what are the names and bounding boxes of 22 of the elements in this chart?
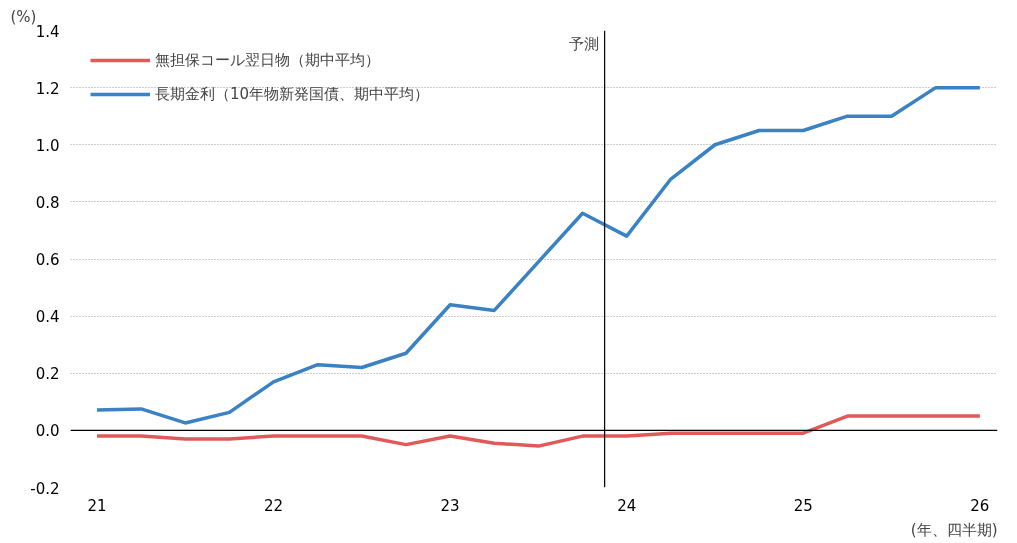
y-tick-label: 0.8 [35, 193, 60, 212]
y-tick-label: -0.2 [30, 479, 60, 498]
y-axis-title: (%) [10, 7, 37, 26]
y-tick-label: 0.6 [35, 251, 60, 269]
x-tick-label: 22 [264, 496, 284, 515]
x-tick-label: 23 [440, 496, 460, 515]
legend-label: 無担保コール翌日物（期中平均） [155, 50, 380, 70]
x-tick-label: 25 [793, 496, 813, 515]
line-series [95, 85, 982, 425]
y-tick-label: 1.2 [35, 79, 60, 98]
x-tick-label: 24 [617, 496, 637, 515]
y-tick-label: 0.4 [35, 308, 60, 327]
ref-line-label: 予測 [568, 34, 599, 53]
y-tick-label: 1.0 [35, 136, 60, 155]
y-tick-label: 0.2 [35, 365, 60, 384]
x-tick-label: 26 [970, 496, 990, 515]
y-tick-label: 0.0 [35, 422, 60, 441]
line-series [95, 414, 982, 448]
x-tick-label: 21 [87, 496, 107, 515]
y-tick-label: 1.4 [35, 22, 60, 41]
legend-label: 長期金利（10年物新発国債、期中平均） [155, 84, 430, 104]
x-axis-title: (年、四半期) [910, 520, 998, 539]
